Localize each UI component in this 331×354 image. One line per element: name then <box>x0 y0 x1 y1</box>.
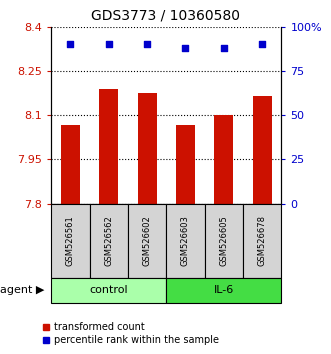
Bar <box>166 278 281 303</box>
Bar <box>99 88 118 204</box>
Text: GSM526602: GSM526602 <box>143 215 152 266</box>
Bar <box>61 125 80 204</box>
Bar <box>205 204 243 278</box>
Text: control: control <box>89 285 128 295</box>
Bar <box>214 115 233 204</box>
Legend: transformed count, percentile rank within the sample: transformed count, percentile rank withi… <box>38 319 222 349</box>
Point <box>145 41 150 47</box>
Bar <box>166 204 205 278</box>
Text: IL-6: IL-6 <box>214 285 234 295</box>
Bar <box>128 204 166 278</box>
Bar <box>176 125 195 204</box>
Text: GSM526605: GSM526605 <box>219 215 228 266</box>
Point <box>68 41 73 47</box>
Bar <box>253 96 272 204</box>
Bar <box>51 278 166 303</box>
Point <box>260 41 265 47</box>
Bar <box>51 204 90 278</box>
Bar <box>243 204 281 278</box>
Text: GSM526603: GSM526603 <box>181 215 190 266</box>
Text: GSM526561: GSM526561 <box>66 215 75 266</box>
Bar <box>90 204 128 278</box>
Point <box>221 45 226 51</box>
Point <box>183 45 188 51</box>
Bar <box>138 93 157 204</box>
Text: GSM526562: GSM526562 <box>104 215 113 266</box>
Text: GDS3773 / 10360580: GDS3773 / 10360580 <box>91 9 240 23</box>
Point <box>106 41 112 47</box>
Text: agent ▶: agent ▶ <box>0 285 45 295</box>
Text: GSM526678: GSM526678 <box>258 215 267 266</box>
